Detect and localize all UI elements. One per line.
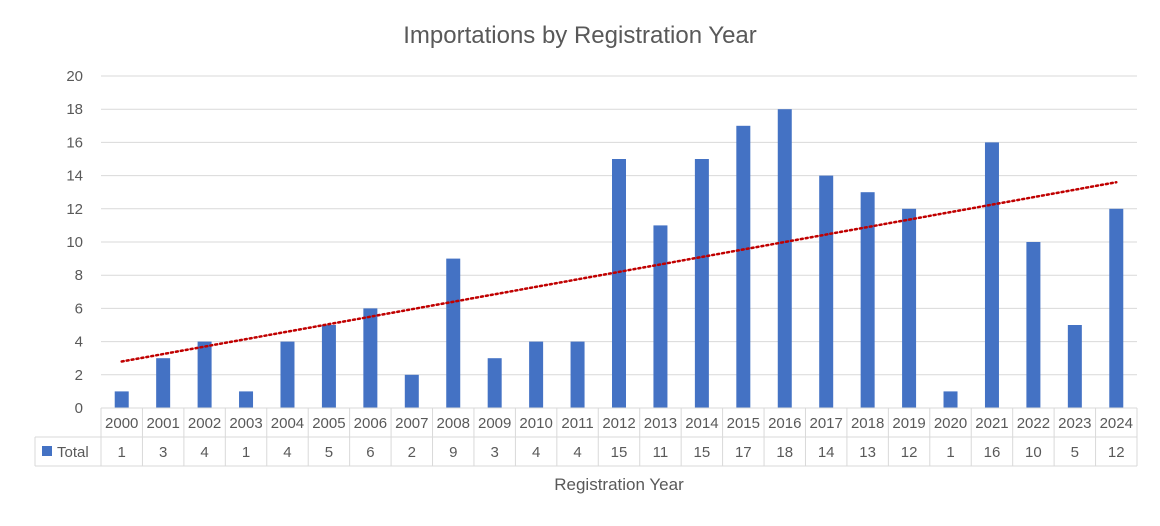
x-tick-label: 2015 [727,415,760,432]
bar-2022 [1026,242,1041,408]
y-tick-label: 18 [66,101,83,118]
data-table-value: 11 [653,444,669,461]
bar-2021 [984,142,999,408]
bar-2014 [694,159,709,408]
data-table-value: 2 [408,444,416,461]
x-tick-label: 2023 [1058,415,1091,432]
bar-2011 [570,341,585,408]
bar-2019 [902,208,917,408]
x-tick-label: 2012 [602,415,635,432]
x-tick-label: 2008 [437,415,470,432]
chart-title: Importations by Registration Year [403,22,757,49]
y-tick-label: 16 [66,134,83,151]
trendline [120,180,1118,363]
x-tick-label: 2013 [644,415,677,432]
bar-2016 [777,109,792,408]
y-tick-label: 4 [75,334,83,351]
data-table-value: 4 [200,444,208,461]
x-tick-label: 2022 [1017,415,1050,432]
bar-2002 [197,341,212,408]
bar-2015 [736,125,751,409]
legend-key [42,446,52,456]
bar-2000 [114,391,129,408]
x-tick-label: 2016 [768,415,801,432]
data-table-value: 4 [532,444,540,461]
bar-2001 [156,358,171,408]
x-tick-label: 2004 [271,415,304,432]
data-table-value: 1 [242,444,250,461]
x-tick-label: 2007 [395,415,428,432]
bar-2004 [280,341,295,408]
bar-2003 [239,391,254,408]
x-tick-label: 2010 [519,415,552,432]
x-tick-label: 2017 [810,415,843,432]
bar-2012 [612,159,626,408]
data-table-value: 18 [776,444,793,461]
bar-2007 [404,374,419,408]
x-tick-label: 2002 [188,415,221,432]
data-table: 2000 1 2001 3 2002 4 2003 1 2004 4 2005 5 2006 6 2007 2… [34,407,1138,467]
bar-2018 [860,192,875,408]
x-tick-label: 2003 [229,415,262,432]
y-tick-label: 12 [66,201,83,218]
x-tick-label: 2006 [354,415,387,432]
data-table-value: 12 [901,444,918,461]
x-tick-label: 2005 [312,415,345,432]
bar-2023 [1067,325,1082,408]
data-table-value: 15 [611,444,628,461]
data-table-value: 5 [325,444,333,461]
data-table-value: 3 [491,444,499,461]
data-table-value: 17 [735,444,752,461]
x-tick-label: 2019 [892,415,925,432]
data-table-value: 16 [984,444,1001,461]
x-axis-title: Registration Year [554,475,684,494]
data-table-value: 1 [118,444,126,461]
x-tick-label: 2018 [851,415,884,432]
data-table-value: 5 [1071,444,1079,461]
bar-2020 [943,391,958,408]
x-tick-label: 2011 [561,415,593,432]
data-table-value: 13 [859,444,876,461]
data-table-value: 3 [159,444,167,461]
bar-2017 [819,175,834,408]
data-table-value: 10 [1025,444,1042,461]
data-table-value: 14 [818,444,835,461]
bar-2009 [487,358,502,408]
y-tick-label: 8 [75,267,83,284]
trendline-layer [120,180,1118,363]
data-table-value: 9 [449,444,457,461]
y-tick-label: 0 [75,400,83,417]
y-axis: 0 2 4 6 8 10 12 14 16 18 20 [66,68,83,417]
x-tick-label: 2001 [146,415,179,432]
y-tick-label: 20 [66,68,83,85]
data-table-value: 1 [946,444,954,461]
data-table-value: 4 [573,444,581,461]
y-tick-label: 10 [66,234,83,251]
data-table-value: 15 [694,444,711,461]
bars [114,109,1124,409]
y-tick-label: 6 [75,300,83,317]
bar-2024 [1109,208,1124,408]
x-tick-label: 2024 [1100,415,1133,432]
data-table-value: 6 [366,444,374,461]
x-tick-label: 2000 [105,415,138,432]
x-tick-label: 2014 [685,415,718,432]
bar-2010 [529,341,544,408]
data-table-value: 12 [1108,444,1125,461]
y-tick-label: 14 [66,168,83,185]
data-table-value: 4 [283,444,291,461]
x-tick-label: 2009 [478,415,511,432]
legend-label: Total [57,444,89,461]
bar-2008 [446,258,461,408]
bar-2005 [321,325,336,408]
x-tick-label: 2021 [975,415,1008,432]
x-tick-label: 2020 [934,415,967,432]
y-tick-label: 2 [75,367,83,384]
bar-2013 [653,225,668,408]
bar-2006 [363,308,378,408]
